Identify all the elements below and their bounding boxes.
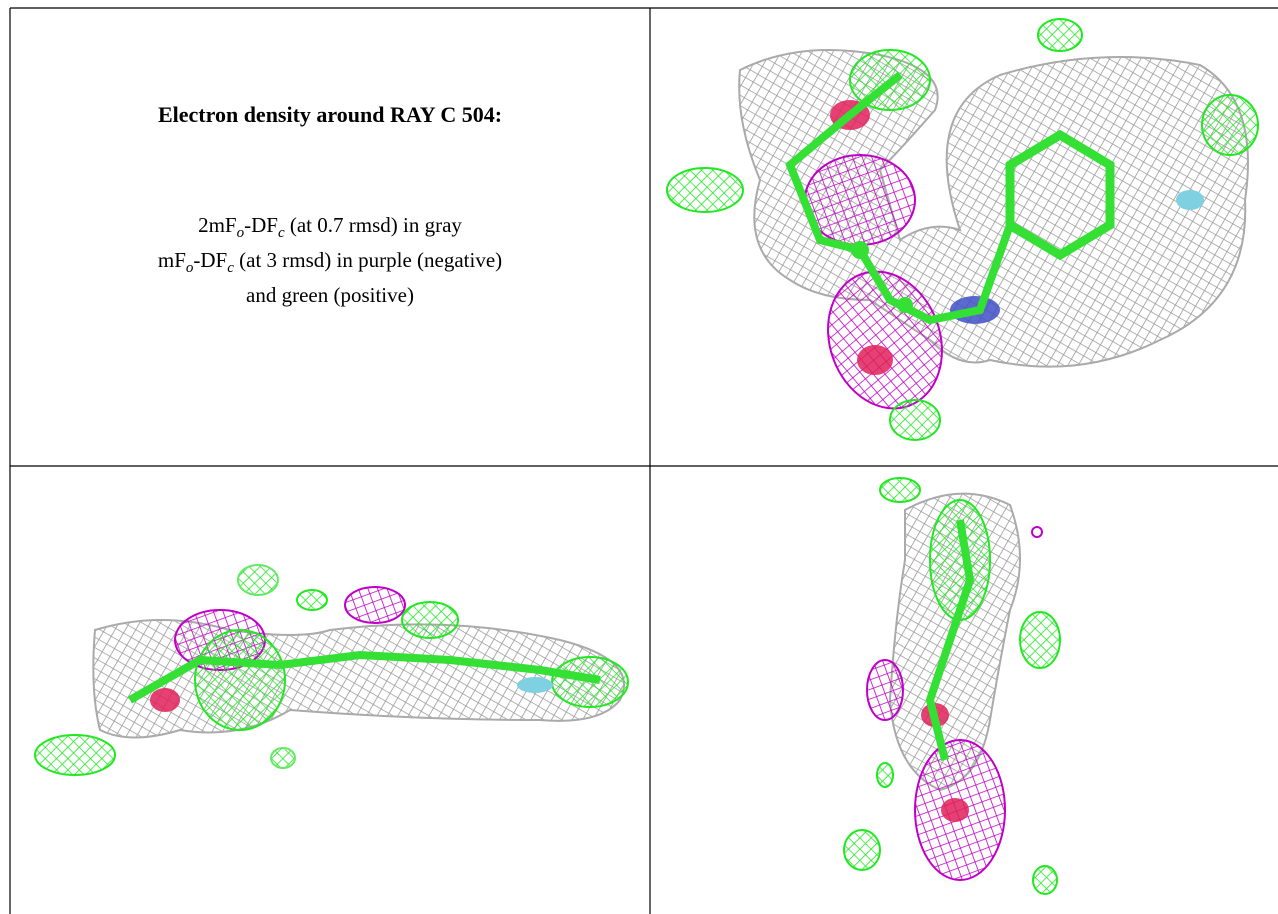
legend-line: mFo-DFc (at 3 rmsd) in purple (negative): [10, 247, 650, 282]
text: mF: [157, 248, 186, 273]
text: -DF: [193, 248, 228, 273]
legend-line: and green (positive): [10, 282, 650, 309]
text: and green (positive): [246, 283, 414, 308]
subscript: c: [227, 260, 234, 277]
density-view-top: [666, 18, 1259, 441]
text: -DF: [244, 213, 278, 237]
legend-lines: 2mFo-DFc (at 0.7 rmsd) in gray mFo-DFc (…: [10, 212, 650, 309]
subscript: o: [236, 225, 245, 242]
density-view-end: [843, 477, 1061, 895]
legend-cell: Electron density around RAY C 504: 2mFo-…: [10, 8, 650, 466]
density-view-side: [34, 564, 629, 776]
legend-title: Electron density around RAY C 504:: [157, 102, 503, 127]
text: (at 0.7 rmsd) in gray: [284, 213, 462, 237]
table-lines: [9, 7, 1278, 914]
text: 2mF: [198, 213, 237, 237]
subscript: o: [185, 260, 194, 277]
legend-line: 2mFo-DFc (at 0.7 rmsd) in gray: [10, 212, 650, 247]
subscript: c: [277, 225, 285, 242]
text: (at 3 rmsd) in purple (negative): [233, 248, 503, 273]
